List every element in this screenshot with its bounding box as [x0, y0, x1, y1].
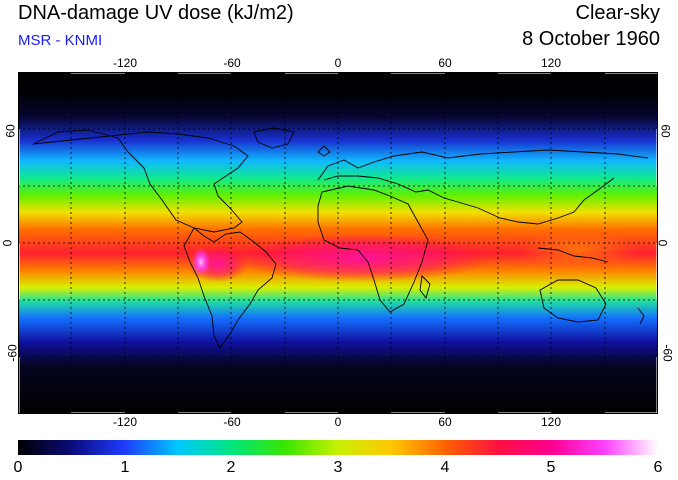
- eurasia-south-coast: [323, 175, 615, 225]
- coastlines: [32, 127, 649, 349]
- colorbar-label-4: 4: [440, 459, 450, 476]
- colorbar-label-6: 6: [653, 459, 663, 476]
- lon-tick-top-60: 60: [438, 56, 452, 70]
- colorbar-label-1: 1: [120, 459, 130, 476]
- lat-tick-left-minus60: -60: [5, 344, 20, 362]
- map-date: 8 October 1960: [522, 28, 660, 50]
- greenland-coast: [253, 127, 295, 149]
- british-isles-coast: [317, 145, 331, 157]
- map-frame: [18, 72, 658, 414]
- lat-tick-right-0: 0: [655, 239, 670, 247]
- lat-tick-left-0: 0: [0, 239, 15, 247]
- lon-tick-bottom-minus120: -120: [112, 415, 138, 429]
- colorbar-gradient: [18, 440, 658, 455]
- eurasia-north-coast: [317, 149, 649, 181]
- africa-coast: [317, 185, 429, 313]
- lat-tick-left-60: 60: [3, 124, 18, 138]
- colorbar-label-3: 3: [333, 459, 343, 476]
- lon-tick-bottom-0: 0: [334, 415, 342, 429]
- cloud-pattern-asia: [518, 232, 638, 268]
- map-subtitle: MSR - KNMI: [18, 32, 103, 49]
- lon-tick-bottom-60: 60: [438, 415, 452, 429]
- colorbar: [18, 440, 658, 455]
- lon-tick-top-minus60: -60: [223, 56, 241, 70]
- new-zealand-coast: [637, 307, 645, 325]
- sky-condition: Clear-sky: [575, 2, 660, 24]
- high-dose-region-andes: [192, 248, 210, 276]
- lon-tick-top-120: 120: [540, 56, 562, 70]
- map-title: DNA-damage UV dose (kJ/m2): [18, 2, 294, 24]
- lon-tick-top-0: 0: [334, 56, 342, 70]
- lon-tick-bottom-minus60: -60: [223, 415, 241, 429]
- uv-dose-world-map: [18, 72, 658, 414]
- lat-tick-right-minus60: -60: [660, 344, 675, 362]
- high-dose-region-africa: [233, 234, 493, 282]
- lat-tick-right-60: 60: [658, 124, 673, 138]
- colorbar-label-2: 2: [226, 459, 236, 476]
- colorbar-label-0: 0: [13, 459, 23, 476]
- lon-tick-top-minus120: -120: [112, 56, 138, 70]
- colorbar-label-5: 5: [546, 459, 556, 476]
- graticule: [18, 72, 658, 414]
- lon-tick-bottom-120: 120: [540, 415, 562, 429]
- indonesia-coast: [537, 247, 609, 263]
- madagascar-coast: [419, 275, 431, 299]
